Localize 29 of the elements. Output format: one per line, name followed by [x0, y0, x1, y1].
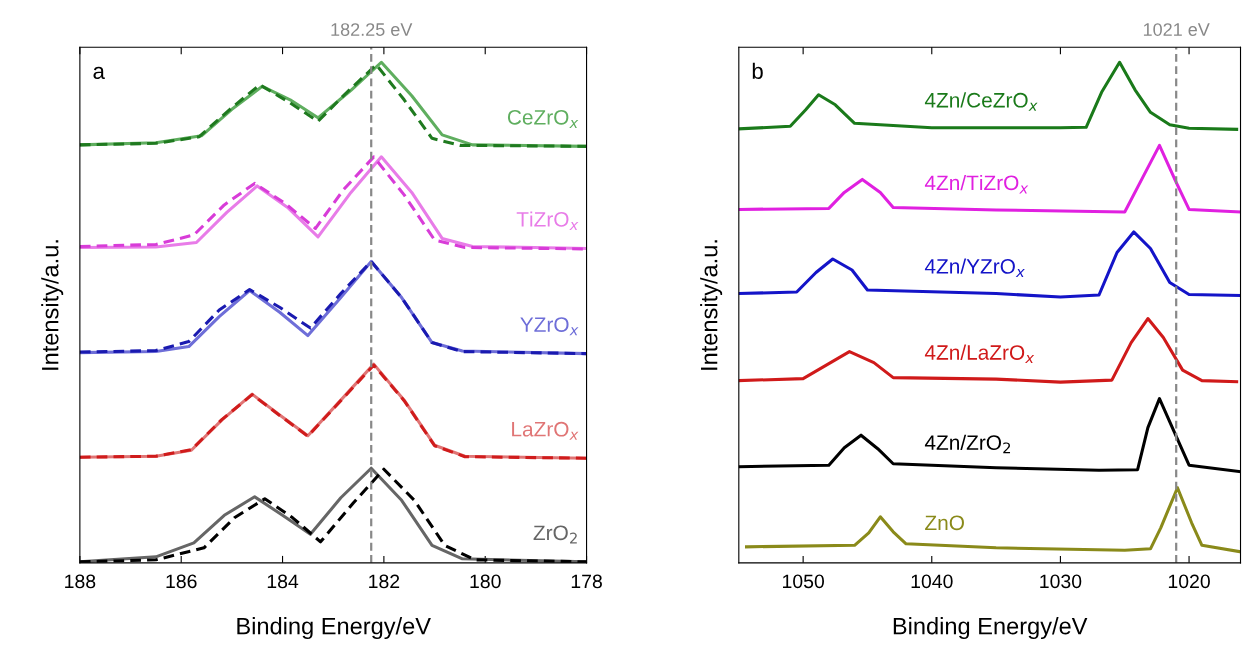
series-label: 4Zn/LaZrO$_{x}$: [924, 344, 1035, 364]
x-tick-label: 182: [369, 574, 400, 589]
x-tick-label: 1020: [1168, 574, 1210, 589]
x-tick-label: 1050: [782, 574, 825, 589]
x-tick-label: 188: [65, 574, 96, 589]
series-label: 4Zn/YZrO$_{x}$: [924, 258, 1025, 277]
series-label: 4Zn/CeZrO$_{x}$: [924, 92, 1038, 111]
series-label: ZnO: [925, 515, 964, 531]
x-axis-title: Binding Energy/eV: [893, 617, 1088, 640]
annotation: b: [752, 62, 763, 80]
x-tick-label: 180: [470, 574, 501, 589]
series-label: TiZrO$_{x}$: [516, 211, 579, 230]
y-axis-title: Intensity/a.u.: [700, 240, 723, 370]
x-tick-label: 1030: [1040, 574, 1082, 589]
ref-line-label: 1021 eV: [1143, 23, 1210, 36]
series-label: 4Zn/TiZrO$_{x}$: [924, 174, 1029, 194]
x-tick-label: 178: [571, 574, 602, 589]
series-label: 4Zn/ZrO$_{2}$: [924, 434, 1011, 454]
ref-line-label: 182.25 eV: [331, 23, 413, 36]
series-label: ZrO$_{2}$: [533, 525, 577, 544]
x-tick-label: 184: [267, 574, 299, 589]
series-label: LaZrO$_{x}$: [512, 421, 579, 440]
y-axis-title: Intensity/a.u.: [41, 240, 64, 370]
x-tick-label: 186: [166, 574, 197, 589]
series-label: CeZrO$_{x}$: [507, 109, 579, 128]
annotation: a: [93, 66, 105, 80]
x-axis-title: Binding Energy/eV: [237, 617, 431, 640]
series-label: YZrO$_{x}$: [520, 317, 579, 336]
x-tick-label: 1040: [911, 574, 953, 589]
